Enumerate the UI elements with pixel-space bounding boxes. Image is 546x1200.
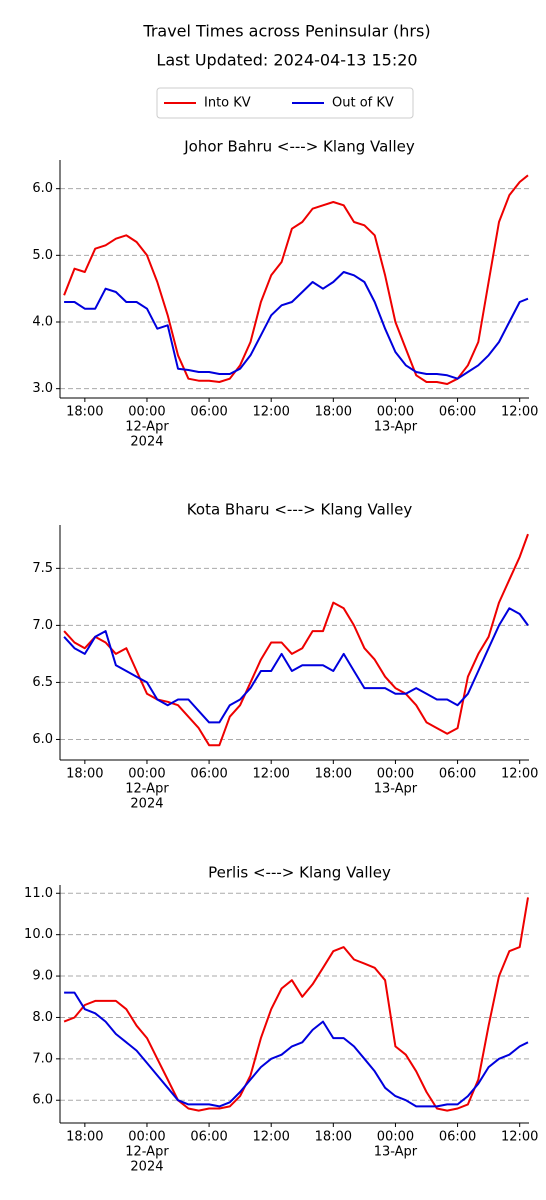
x-tick-label: 2024 — [130, 797, 163, 812]
y-tick-label: 5.0 — [32, 248, 53, 263]
legend-label: Out of KV — [332, 96, 394, 111]
y-tick-label: 6.0 — [32, 1093, 53, 1108]
y-tick-label: 4.0 — [32, 315, 53, 330]
x-tick-label: 06:00 — [190, 405, 227, 420]
series-line — [63, 607, 529, 724]
x-tick-label: 00:00 — [377, 405, 414, 420]
y-tick-label: 6.0 — [32, 181, 53, 196]
x-tick-label: 12:00 — [501, 405, 538, 420]
y-tick-label: 10.0 — [24, 927, 53, 942]
x-tick-label: 13-Apr — [374, 1145, 418, 1160]
series-line — [63, 174, 529, 385]
series-line — [64, 991, 529, 1108]
x-tick-label: 2024 — [130, 1160, 163, 1175]
x-tick-label: 13-Apr — [374, 420, 418, 435]
x-tick-label: 06:00 — [439, 405, 476, 420]
x-tick-label: 00:00 — [377, 1130, 414, 1145]
y-tick-label: 8.0 — [32, 1010, 53, 1025]
series-line — [63, 897, 529, 1112]
x-tick-label: 12-Apr — [125, 782, 169, 797]
y-tick-label: 9.0 — [32, 969, 53, 984]
x-tick-label: 00:00 — [128, 1130, 165, 1145]
x-tick-label: 06:00 — [439, 767, 476, 782]
legend-label: Into KV — [204, 96, 251, 111]
chart-title: Perlis <---> Klang Valley — [208, 864, 391, 882]
x-tick-label: 18:00 — [66, 405, 103, 420]
x-tick-label: 06:00 — [190, 1130, 227, 1145]
x-tick-label: 18:00 — [66, 1130, 103, 1145]
x-tick-label: 12:00 — [501, 1130, 538, 1145]
y-tick-label: 3.0 — [32, 381, 53, 396]
x-tick-label: 12:00 — [252, 767, 289, 782]
series-line — [64, 271, 529, 380]
chart-title: Johor Bahru <---> Klang Valley — [183, 138, 415, 156]
x-tick-label: 12-Apr — [125, 1145, 169, 1160]
figure-title: Travel Times across Peninsular (hrs) — [142, 22, 430, 41]
x-tick-label: 18:00 — [315, 405, 352, 420]
x-tick-label: 00:00 — [377, 767, 414, 782]
x-tick-label: 12-Apr — [125, 420, 169, 435]
y-tick-label: 11.0 — [24, 886, 53, 901]
y-tick-label: 6.5 — [32, 675, 53, 690]
x-tick-label: 12:00 — [252, 405, 289, 420]
figure-subtitle: Last Updated: 2024-04-13 15:20 — [156, 51, 417, 70]
x-tick-label: 06:00 — [439, 1130, 476, 1145]
x-tick-label: 2024 — [130, 435, 163, 450]
x-tick-label: 13-Apr — [374, 782, 418, 797]
x-tick-label: 18:00 — [315, 767, 352, 782]
legend-box — [156, 87, 414, 119]
x-tick-label: 00:00 — [128, 767, 165, 782]
y-tick-label: 6.0 — [32, 732, 53, 747]
y-tick-label: 7.0 — [32, 1051, 53, 1066]
x-tick-label: 00:00 — [128, 405, 165, 420]
x-tick-label: 12:00 — [252, 1130, 289, 1145]
y-tick-label: 7.5 — [32, 561, 53, 576]
x-tick-label: 18:00 — [66, 767, 103, 782]
x-tick-label: 18:00 — [315, 1130, 352, 1145]
y-tick-label: 7.0 — [32, 618, 53, 633]
x-tick-label: 06:00 — [190, 767, 227, 782]
x-tick-label: 12:00 — [501, 767, 538, 782]
chart-title: Kota Bharu <---> Klang Valley — [187, 501, 413, 519]
series-line — [63, 533, 529, 747]
